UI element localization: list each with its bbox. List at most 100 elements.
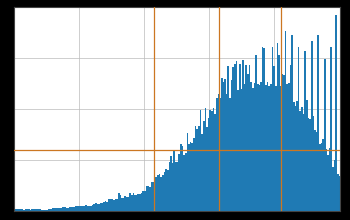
Bar: [67, 208, 69, 211]
Bar: [252, 88, 254, 211]
Bar: [106, 202, 108, 211]
Bar: [150, 182, 152, 211]
Bar: [84, 206, 85, 211]
Bar: [89, 206, 90, 211]
Bar: [90, 205, 92, 211]
Bar: [267, 82, 268, 211]
Bar: [39, 209, 41, 211]
Bar: [133, 192, 134, 211]
Bar: [201, 134, 203, 211]
Bar: [136, 195, 138, 211]
Bar: [57, 208, 59, 211]
Bar: [21, 209, 23, 211]
Bar: [321, 143, 322, 211]
Bar: [92, 205, 93, 211]
Bar: [334, 160, 335, 211]
Bar: [121, 198, 123, 211]
Bar: [123, 198, 124, 211]
Bar: [98, 204, 100, 211]
Bar: [291, 35, 293, 211]
Bar: [311, 41, 313, 211]
Bar: [319, 144, 321, 211]
Bar: [208, 118, 210, 211]
Bar: [36, 209, 38, 211]
Bar: [329, 148, 330, 211]
Bar: [23, 209, 25, 211]
Bar: [183, 155, 185, 211]
Bar: [206, 127, 208, 211]
Bar: [159, 174, 160, 211]
Bar: [49, 209, 51, 211]
Bar: [131, 195, 133, 211]
Bar: [322, 139, 324, 211]
Bar: [54, 208, 56, 211]
Bar: [59, 208, 61, 211]
Bar: [118, 193, 119, 211]
Bar: [293, 102, 295, 211]
Bar: [164, 172, 165, 211]
Bar: [339, 176, 340, 211]
Bar: [275, 86, 276, 211]
Bar: [100, 203, 101, 211]
Bar: [272, 47, 273, 211]
Bar: [193, 138, 195, 211]
Bar: [111, 199, 113, 211]
Bar: [169, 162, 170, 211]
Bar: [182, 146, 183, 211]
Bar: [165, 169, 167, 211]
Bar: [236, 61, 237, 211]
Bar: [29, 209, 31, 211]
Bar: [154, 180, 155, 211]
Bar: [195, 126, 196, 211]
Bar: [187, 133, 188, 211]
Bar: [242, 60, 244, 211]
Bar: [273, 66, 275, 211]
Bar: [289, 65, 291, 211]
Bar: [288, 83, 289, 211]
Bar: [298, 47, 300, 211]
Bar: [313, 116, 314, 211]
Bar: [142, 191, 144, 211]
Bar: [226, 94, 228, 211]
Bar: [97, 204, 98, 211]
Bar: [18, 209, 20, 211]
Bar: [43, 210, 44, 211]
Bar: [77, 206, 79, 211]
Bar: [26, 209, 28, 211]
Bar: [250, 82, 252, 211]
Bar: [108, 200, 110, 211]
Bar: [196, 129, 198, 211]
Bar: [95, 203, 97, 211]
Bar: [139, 194, 141, 211]
Bar: [34, 209, 36, 211]
Bar: [177, 161, 178, 211]
Bar: [326, 149, 327, 211]
Bar: [188, 144, 190, 211]
Bar: [180, 144, 182, 211]
Bar: [65, 207, 67, 211]
Bar: [262, 47, 264, 211]
Bar: [259, 85, 260, 211]
Bar: [170, 156, 172, 211]
Bar: [174, 150, 175, 211]
Bar: [308, 118, 309, 211]
Bar: [216, 98, 218, 211]
Bar: [178, 154, 180, 211]
Bar: [69, 207, 70, 211]
Bar: [332, 167, 334, 211]
Bar: [218, 94, 219, 211]
Bar: [141, 193, 142, 211]
Bar: [46, 210, 48, 211]
Bar: [270, 84, 272, 211]
Bar: [286, 84, 288, 211]
Bar: [134, 195, 136, 211]
Bar: [199, 110, 201, 211]
Bar: [87, 206, 89, 211]
Bar: [190, 142, 191, 211]
Bar: [228, 66, 229, 211]
Bar: [41, 209, 43, 211]
Bar: [129, 193, 131, 211]
Bar: [317, 35, 319, 211]
Bar: [62, 207, 64, 211]
Bar: [229, 98, 231, 211]
